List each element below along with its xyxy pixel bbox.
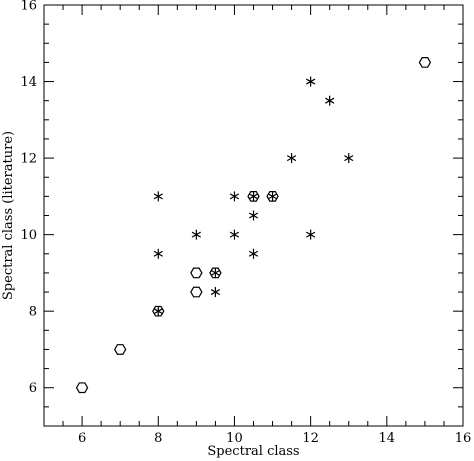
asterisk-marker [210, 287, 221, 298]
asterisk-marker [153, 248, 163, 259]
y-tick-label: 6 [29, 381, 37, 396]
asterisk-marker [248, 248, 259, 259]
hexagon-marker [209, 267, 222, 279]
hexagon-marker [152, 305, 165, 317]
data-points [75, 57, 432, 394]
y-tick-label: 14 [20, 75, 37, 90]
hexagon-marker [113, 344, 127, 355]
asterisk-marker [306, 229, 316, 240]
x-tick-label: 10 [226, 431, 243, 446]
asterisk-marker [267, 191, 278, 202]
axis-ticks [43, 4, 464, 427]
asterisk-marker [191, 229, 201, 240]
y-axis-label: Spectral class (literature) [1, 131, 16, 300]
x-tick-label: 6 [78, 431, 86, 446]
asterisk-marker [344, 153, 354, 164]
x-tick-label: 12 [302, 431, 319, 446]
axis-tick-labels: 6 8 10 12 14 16 6 8 10 12 14 16 [20, 0, 471, 446]
asterisk-marker [210, 267, 221, 278]
y-tick-label: 16 [20, 0, 37, 14]
asterisk-marker [306, 76, 316, 87]
y-tick-label: 8 [29, 305, 37, 320]
asterisk-marker [229, 191, 240, 202]
x-tick-label: 16 [455, 431, 472, 446]
hexagon-marker [247, 191, 260, 202]
asterisk-marker [286, 153, 297, 164]
x-tick-label: 8 [154, 431, 162, 446]
asterisk-marker [325, 95, 335, 106]
y-tick-label: 12 [20, 152, 37, 167]
hexagon-marker [190, 286, 203, 298]
asterisk-marker [248, 210, 259, 221]
x-axis-label: Spectral class [207, 444, 299, 459]
asterisk-marker [153, 191, 163, 202]
hexagon-marker [418, 57, 432, 68]
asterisk-marker [229, 229, 240, 240]
asterisk-marker [248, 191, 259, 202]
hexagon-marker [266, 191, 279, 202]
hexagon-marker [190, 267, 203, 279]
y-tick-label: 10 [20, 228, 37, 243]
hexagon-marker [75, 382, 89, 394]
asterisk-marker [153, 306, 163, 317]
x-tick-label: 14 [379, 431, 396, 446]
